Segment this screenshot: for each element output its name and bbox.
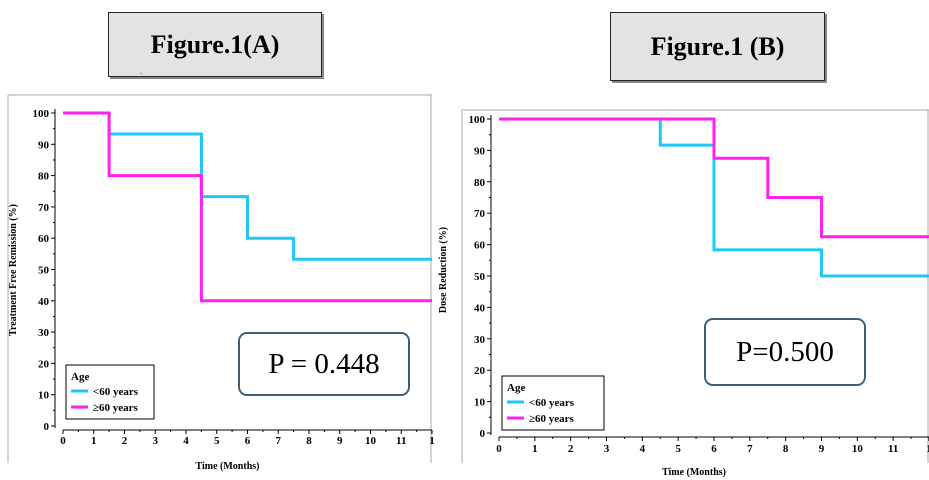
y-tick-label: 50: [474, 271, 486, 283]
y-axis-title-a: Treatment Free Remission (%): [8, 204, 19, 336]
y-tick-label: 30: [38, 327, 50, 339]
y-tick-label: 30: [474, 334, 486, 346]
figure-a-label: Figure.1(A): [108, 12, 322, 77]
x-tick-label: 11: [396, 435, 406, 447]
x-tick-label: 10: [365, 435, 377, 447]
x-tick-label: 7: [747, 443, 753, 455]
x-tick-label: 9: [819, 443, 825, 455]
legend-title-a: Age: [71, 371, 89, 383]
x-tick-label: 1: [532, 443, 538, 455]
x-tick-label: 0: [496, 443, 502, 455]
p-value-a: P = 0.448: [238, 332, 410, 396]
y-tick-label: 10: [38, 390, 50, 402]
x-tick-label: 5: [675, 443, 681, 455]
x-tick-label: 3: [604, 443, 610, 455]
series-line-over60-b: [499, 117, 929, 239]
legend-box-a: [65, 364, 155, 420]
y-tick-label: 20: [38, 358, 50, 370]
x-axis-title-a: Time (Months): [196, 461, 260, 472]
y-tick-label: 100: [33, 108, 50, 120]
y-tick-label: 90: [38, 139, 50, 151]
x-tick-label: 8: [783, 443, 789, 455]
x-axis-title-b: Time (Months): [662, 467, 726, 478]
x-tick-label: 8: [306, 435, 312, 447]
y-tick-label: 80: [474, 177, 486, 189]
x-tick-label: 7: [276, 435, 282, 447]
x-tick-label: 1: [91, 435, 97, 447]
y-tick-label: 0: [44, 421, 50, 433]
x-tick-label: 1: [429, 435, 435, 447]
x-tick-label: 4: [183, 435, 189, 447]
y-tick-label: 10: [474, 397, 486, 409]
y-tick-label: 90: [474, 145, 486, 157]
figure-a-dot: .: [140, 67, 142, 76]
legend-title-b: Age: [507, 382, 525, 394]
legend-label-0-b: <60 years: [529, 397, 575, 409]
y-tick-label: 70: [38, 202, 50, 214]
x-tick-label: 2: [122, 435, 128, 447]
x-tick-label: 1: [926, 443, 929, 455]
y-tick-label: 60: [474, 240, 486, 252]
legend-box-b: [501, 375, 605, 431]
y-tick-label: 100: [469, 114, 486, 126]
y-tick-label: 80: [38, 171, 50, 183]
x-tick-label: 0: [60, 435, 66, 447]
y-tick-label: 70: [474, 208, 486, 220]
y-tick-label: 40: [474, 302, 486, 314]
x-tick-label: 9: [337, 435, 343, 447]
x-tick-label: 2: [568, 443, 574, 455]
series-line-over60-a: [63, 111, 432, 303]
y-tick-label: 40: [38, 296, 50, 308]
y-tick-label: 0: [480, 428, 486, 440]
figure-b-label: Figure.1 (B): [610, 12, 825, 81]
legend-label-1-b: ≥60 years: [529, 413, 575, 425]
x-tick-label: 3: [153, 435, 159, 447]
x-tick-label: 4: [640, 443, 646, 455]
x-tick-label: 5: [214, 435, 220, 447]
y-tick-label: 20: [474, 365, 486, 377]
x-tick-label: 10: [852, 443, 864, 455]
y-axis-title-b: Dose Reduction (%): [438, 227, 449, 313]
x-tick-label: 6: [245, 435, 251, 447]
series-line-under60-a: [63, 111, 432, 261]
series-line-under60-b: [499, 117, 929, 278]
p-value-b: P=0.500: [704, 318, 866, 386]
legend-label-0-a: <60 years: [93, 386, 139, 398]
x-tick-label: 11: [888, 443, 898, 455]
x-tick-label: 6: [711, 443, 717, 455]
y-tick-label: 50: [38, 265, 50, 277]
y-tick-label: 60: [38, 233, 50, 245]
legend-label-1-a: ≥60 years: [93, 402, 139, 414]
